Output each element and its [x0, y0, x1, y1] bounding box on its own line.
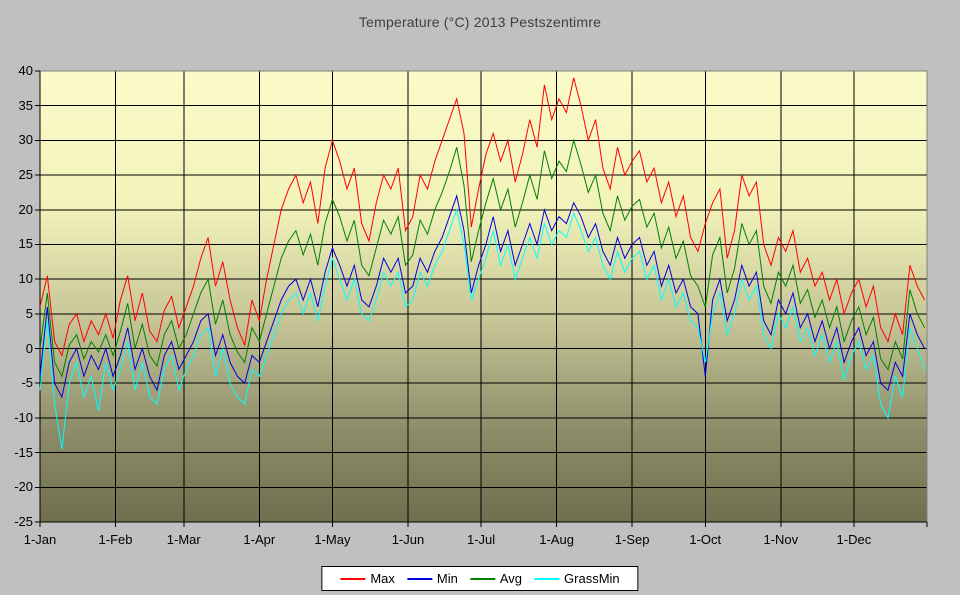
- y-axis-tick-label: 20: [18, 201, 33, 217]
- x-axis-tick-label: 1-Mar: [166, 532, 201, 547]
- y-axis-tick-label: -10: [14, 409, 33, 425]
- plot-background: [40, 71, 927, 522]
- legend-label-max: Max: [370, 571, 395, 586]
- legend-item-max: Max: [340, 571, 395, 586]
- legend-line-icon-min: [406, 577, 432, 580]
- legend: Max Min Avg GrassMin: [321, 566, 639, 591]
- legend-label-avg: Avg: [499, 571, 523, 586]
- legend-line-icon-max: [340, 577, 366, 580]
- y-axis-tick-label: -5: [21, 375, 33, 391]
- legend-label-min: Min: [436, 571, 458, 586]
- y-axis-tick-label: 15: [18, 236, 33, 252]
- legend-item-min: Min: [406, 571, 458, 586]
- y-axis-tick-label: 5: [25, 305, 33, 321]
- x-axis-tick-label: 1-May: [314, 532, 351, 547]
- y-axis-tick-label: -15: [14, 444, 33, 460]
- y-axis-tick-label: 0: [25, 340, 33, 356]
- x-axis-tick-label: 1-Aug: [539, 532, 574, 547]
- y-axis-tick-label: -25: [14, 514, 33, 529]
- legend-label-grassmin: GrassMin: [564, 571, 620, 586]
- series-line-grassmin: [39, 207, 926, 450]
- x-axis-tick-label: 1-Dec: [836, 532, 872, 547]
- x-axis-tick-label: 1-Jun: [391, 532, 425, 547]
- x-axis-tick-label: 1-Jan: [23, 532, 57, 547]
- series-line-min: [39, 194, 926, 399]
- series-line-avg: [39, 138, 926, 378]
- legend-line-icon-avg: [469, 577, 495, 580]
- y-axis-tick-label: 35: [18, 97, 33, 113]
- y-axis-tick-label: 30: [18, 132, 33, 148]
- y-axis-tick-label: 25: [18, 167, 33, 183]
- y-axis-tick-label: 40: [18, 63, 33, 78]
- x-axis-tick-label: 1-Sep: [614, 532, 650, 547]
- legend-line-icon-grassmin: [534, 577, 560, 580]
- legend-item-grassmin: GrassMin: [534, 571, 620, 586]
- y-axis-tick-label: -20: [14, 479, 33, 495]
- x-axis-tick-label: 1-Nov: [763, 532, 799, 547]
- x-axis-tick-label: 1-Jul: [466, 532, 496, 547]
- y-axis-tick-label: 10: [18, 271, 33, 287]
- x-axis-tick-label: 1-Oct: [689, 532, 722, 547]
- legend-item-avg: Avg: [469, 571, 523, 586]
- chart-title: Temperature (°C) 2013 Pestszentimre: [358, 14, 602, 30]
- series-line-max: [39, 77, 926, 357]
- x-axis-tick-label: 1-Apr: [243, 532, 276, 547]
- x-axis-tick-label: 1-Feb: [98, 532, 133, 547]
